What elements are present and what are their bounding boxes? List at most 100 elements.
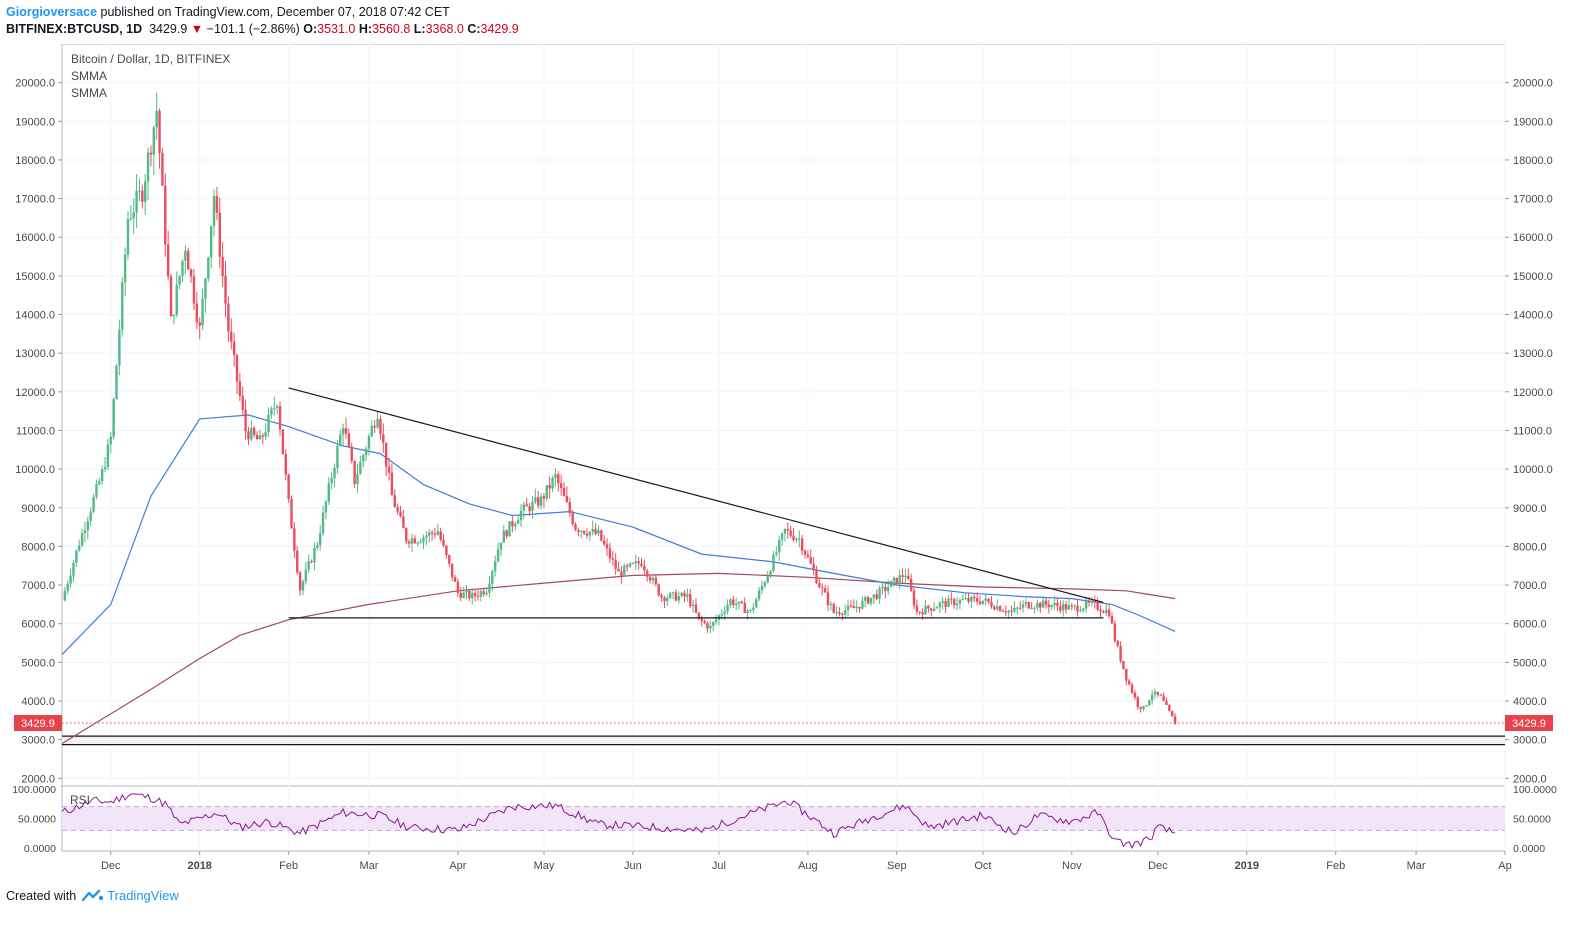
tradingview-logo[interactable]: TradingView	[82, 887, 179, 905]
candle-body	[591, 529, 594, 532]
candle-body	[321, 512, 325, 534]
trendline-descending	[288, 387, 1104, 604]
candle-body	[898, 575, 901, 584]
candle-body	[996, 606, 999, 610]
candle-body	[493, 561, 497, 572]
candle-body	[574, 524, 577, 531]
candle-body	[505, 530, 508, 537]
trendlines[interactable]	[288, 387, 1104, 619]
y-tick-label-right: 17000.0	[1513, 194, 1553, 206]
candle-body	[227, 303, 230, 332]
candle-body	[961, 599, 964, 601]
y-tick-label-right: 10000.0	[1513, 464, 1553, 476]
smma-slow-path	[61, 572, 1176, 745]
candle-body	[958, 599, 962, 604]
candle-body	[646, 570, 649, 577]
candle-body	[1053, 602, 1056, 605]
candle-body	[864, 597, 867, 601]
x-tick-label: Dec	[101, 860, 121, 872]
candle-body	[537, 497, 540, 506]
candle-body	[542, 496, 546, 499]
candle-body	[964, 598, 967, 600]
candle-body	[1021, 604, 1025, 608]
candle-body	[86, 520, 90, 531]
candle-body	[516, 520, 520, 524]
candle-body	[172, 314, 176, 317]
candle-body	[760, 585, 764, 591]
y-tick-label-left: 10000.0	[15, 464, 55, 476]
candle-body	[585, 533, 589, 536]
candle-body	[121, 282, 124, 330]
candle-body	[734, 604, 738, 606]
candle-body	[1125, 668, 1128, 681]
candle-body	[1047, 604, 1051, 608]
candle-body	[433, 533, 437, 535]
candle-body	[712, 622, 715, 626]
candle-body	[407, 541, 411, 544]
candle-body	[998, 606, 1002, 611]
last-price-value: 3429.9	[149, 22, 188, 36]
y-tick-label-right: 9000.0	[1513, 503, 1547, 515]
legend-smma-1[interactable]: SMMA	[71, 69, 107, 83]
candle-body	[221, 256, 224, 276]
support-band	[62, 735, 1505, 746]
y-tick-label-right: 8000.0	[1513, 541, 1547, 553]
candle-body	[1173, 716, 1177, 725]
candle-body	[935, 607, 939, 609]
candle-body	[471, 592, 474, 599]
candle-body	[359, 461, 362, 475]
candle-body	[135, 190, 138, 213]
low-value: 3368.0	[425, 22, 464, 36]
candle-body	[1041, 600, 1045, 608]
candle-body	[95, 484, 98, 497]
candle-body	[815, 570, 818, 583]
symbol-name[interactable]: BITFINEX:BTCUSD, 1D	[6, 22, 143, 36]
candle-body	[1024, 602, 1028, 605]
candle-body	[284, 454, 287, 475]
author-link[interactable]: Giorgioversace	[6, 5, 98, 19]
candle-body	[1102, 611, 1105, 613]
candle-body	[1039, 602, 1042, 608]
candle-body	[479, 591, 483, 597]
candle-body	[625, 565, 629, 567]
candle-body	[118, 329, 121, 366]
candle-body	[1087, 601, 1091, 603]
candle-body	[141, 190, 144, 202]
candle-body	[826, 592, 830, 605]
time-axis[interactable]: Dec 2018 Feb Mar Apr May Jun Jul Aug Sep Oct Nov Dec…	[101, 851, 1512, 872]
candle-body	[462, 592, 465, 598]
price-chart[interactable]: 2000.0 3000.0 4000.0 5000.0 6000.0 7000.0 8000…	[0, 44, 1590, 880]
candle-body	[161, 152, 164, 186]
candle-body	[155, 110, 158, 128]
footer: Created with TradingView	[6, 887, 179, 905]
candle-body	[278, 406, 282, 430]
candle-body	[548, 485, 551, 489]
candle-body	[818, 582, 821, 588]
rsi-tick-label-right: 0.0000	[1513, 843, 1545, 855]
candle-body	[241, 396, 244, 410]
candle-body	[691, 604, 695, 606]
legend-smma-2[interactable]: SMMA	[71, 86, 107, 100]
candle-body	[918, 611, 921, 613]
candle-body	[938, 602, 942, 608]
candle-body	[580, 530, 583, 532]
y-axis-right[interactable]: 2000.0 3000.0 4000.0 5000.0 6000.0 7000.0 8000…	[1505, 78, 1553, 786]
candle-body	[620, 571, 623, 577]
candle-body	[689, 594, 692, 606]
candle-body	[823, 588, 827, 593]
y-tick-label-right: 5000.0	[1513, 657, 1547, 669]
candle-body	[1033, 607, 1036, 609]
candle-body	[852, 606, 855, 609]
legend-title[interactable]: Bitcoin / Dollar, 1D, BITFINEX	[71, 52, 230, 66]
candle-body	[405, 528, 408, 542]
candle-body	[1044, 600, 1048, 605]
candle-body	[887, 587, 890, 591]
candle-body	[442, 539, 445, 546]
y-tick-label-right: 4000.0	[1513, 696, 1547, 708]
y-tick-label-right: 6000.0	[1513, 619, 1547, 631]
candle-body	[812, 563, 815, 571]
y-axis-left[interactable]: 2000.0 3000.0 4000.0 5000.0 6000.0 7000.0 8000…	[15, 78, 62, 786]
candle-body	[1001, 610, 1005, 612]
candle-body	[1150, 694, 1154, 701]
candle-body	[614, 559, 617, 569]
